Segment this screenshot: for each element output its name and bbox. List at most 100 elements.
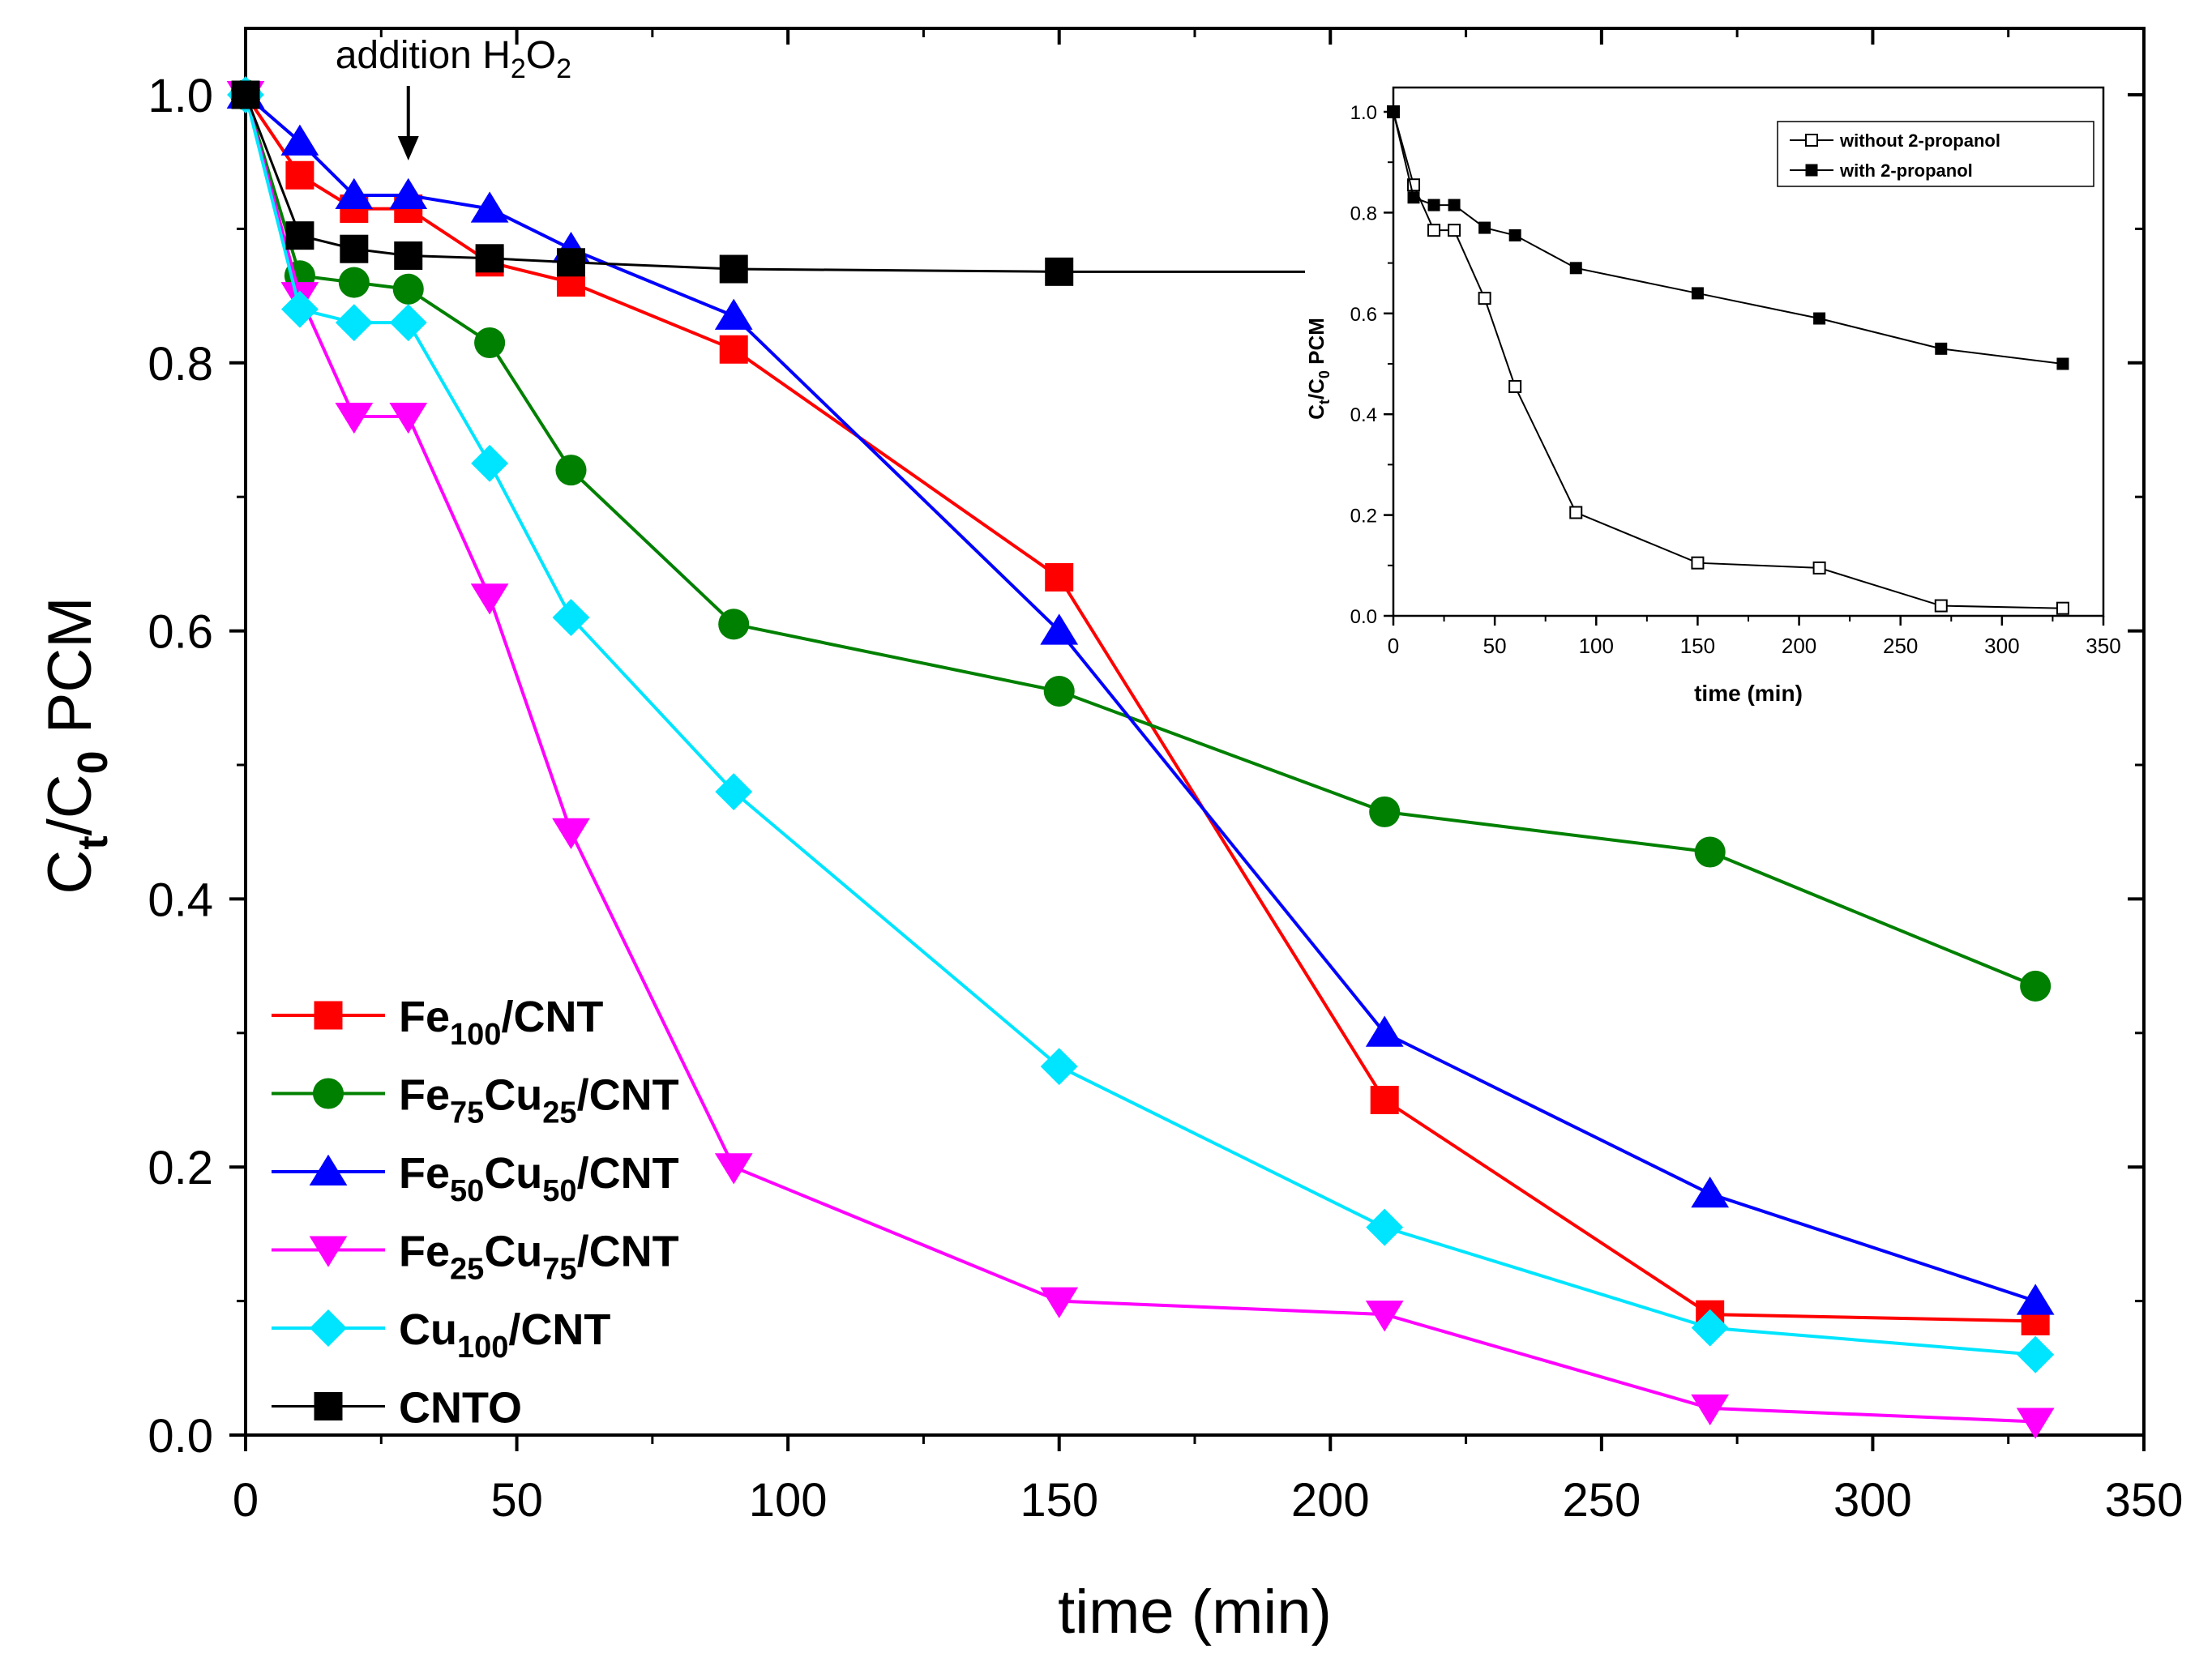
inset-legend-marker: [1805, 164, 1818, 177]
legend-label: Cu100/CNT: [399, 1305, 610, 1365]
y-tick-label: 0.8: [148, 338, 213, 391]
data-point: [231, 80, 260, 109]
legend-item: Fe75Cu25/CNT: [272, 1071, 679, 1130]
data-point: [471, 444, 509, 482]
x-tick-label: 200: [1291, 1474, 1370, 1527]
inset-y-tick-label: 0.4: [1350, 404, 1377, 426]
x-tick-label: 0: [233, 1474, 259, 1527]
data-point: [1040, 1048, 1078, 1086]
y-tick-label: 0.4: [148, 874, 213, 926]
data-point: [555, 455, 587, 486]
inset-x-tick-label: 200: [1782, 634, 1816, 658]
inset-data-point: [1448, 224, 1461, 237]
data-point: [1370, 1086, 1399, 1114]
series-Fe75Cu25/CNT: [229, 79, 2052, 1002]
x-tick-label: 350: [2105, 1474, 2184, 1527]
inset-data-point: [1935, 342, 1948, 355]
inset-data-point: [1691, 287, 1704, 300]
data-point: [552, 599, 590, 637]
inset-legend-marker: [1805, 134, 1818, 147]
inset-data-point: [1569, 262, 1582, 275]
x-tick-label: 250: [1562, 1474, 1641, 1527]
data-point: [1691, 1309, 1729, 1347]
data-point: [392, 273, 424, 305]
data-point: [719, 254, 748, 284]
data-point: [1694, 836, 1726, 868]
x-tick-label: 100: [749, 1474, 828, 1527]
legend-label: Fe75Cu25/CNT: [399, 1071, 679, 1130]
inset-data-point: [1407, 191, 1420, 204]
inset-data-point: [1812, 561, 1826, 575]
inset-legend: without 2-propanol with 2-propanol: [1777, 121, 2094, 187]
data-point: [335, 402, 374, 434]
legend-item: CNTO: [272, 1384, 522, 1433]
inset-legend-item: with 2-propanol: [1790, 160, 1973, 181]
inset-data-point: [1387, 105, 1400, 118]
inset-data-point: [1478, 221, 1491, 234]
legend: Fe100/CNT Fe75Cu25/CNT Fe50Cu50/CNT Fe25Cu7…: [272, 993, 679, 1433]
inset-x-tick-label: 0: [1388, 634, 1399, 658]
data-point: [338, 267, 370, 298]
data-point: [2016, 1408, 2055, 1439]
data-point: [285, 160, 314, 190]
series-CNTO: [231, 80, 1399, 286]
data-point: [1040, 1287, 1079, 1318]
data-point: [470, 191, 509, 223]
legend-item: Cu100/CNT: [272, 1305, 610, 1365]
data-point: [1045, 257, 1074, 286]
legend-marker: [314, 1001, 343, 1030]
inset-y-tick-label: 0.0: [1350, 606, 1377, 628]
data-point: [389, 177, 428, 210]
inset-data-point: [1427, 199, 1440, 211]
inset-x-tick-label: 350: [2086, 634, 2120, 658]
data-point: [1691, 1394, 1730, 1426]
x-axis-title: time (min): [1058, 1578, 1332, 1647]
inset-x-tick-label: 250: [1883, 634, 1918, 658]
inset-data-point: [1934, 599, 1948, 613]
data-point: [718, 609, 750, 640]
inset-legend-item: without 2-propanol: [1790, 130, 2000, 151]
data-point: [1365, 1015, 1404, 1047]
inset-y-tick-label: 0.8: [1350, 203, 1377, 224]
y-tick-label: 0.6: [148, 606, 213, 659]
legend-label: Fe50Cu50/CNT: [399, 1149, 679, 1208]
inset-y-tick-label: 0.6: [1350, 304, 1377, 326]
series-Fe25Cu75/CNT: [226, 81, 2055, 1439]
annotation-label: addition H2O2: [336, 34, 571, 84]
legend-marker: [309, 1154, 348, 1185]
annotation-arrow-head: [397, 136, 419, 160]
y-tick-label: 1.0: [148, 70, 213, 122]
inset-x-tick-label: 100: [1579, 634, 1614, 658]
data-point: [335, 304, 373, 342]
legend-item: Fe25Cu75/CNT: [272, 1228, 679, 1287]
legend-marker: [314, 1392, 343, 1420]
data-point: [394, 241, 423, 270]
data-point: [285, 221, 314, 250]
data-point: [1045, 562, 1074, 592]
data-point: [556, 248, 585, 277]
data-point: [552, 818, 590, 849]
data-point: [475, 244, 504, 273]
legend-label: CNTO: [399, 1384, 522, 1433]
data-point: [1043, 675, 1075, 707]
data-point: [389, 402, 428, 434]
inset-plot: 0 50 100 150 200 250 300 350 0.0 0.2 0.4 0.6 0.8 1.0 t…: [1304, 69, 2124, 729]
y-tick-label: 0.0: [148, 1410, 213, 1463]
data-point: [719, 335, 748, 364]
data-point: [1365, 1301, 1404, 1332]
inset-data-point: [1478, 292, 1491, 305]
data-point: [1369, 796, 1401, 827]
inset-data-point: [2056, 357, 2069, 370]
data-point: [340, 234, 369, 263]
inset-legend-label: without 2-propanol: [1839, 130, 2000, 151]
data-point: [474, 327, 506, 359]
y-tick-label: 0.2: [148, 1142, 213, 1194]
inset-data-point: [1427, 224, 1441, 237]
legend-marker: [312, 1078, 344, 1109]
data-point: [714, 1153, 753, 1185]
data-point: [389, 304, 427, 342]
legend-marker: [309, 1236, 348, 1267]
inset-x-axis-title: time (min): [1694, 681, 1803, 706]
legend-label: Fe25Cu75/CNT: [399, 1228, 679, 1287]
